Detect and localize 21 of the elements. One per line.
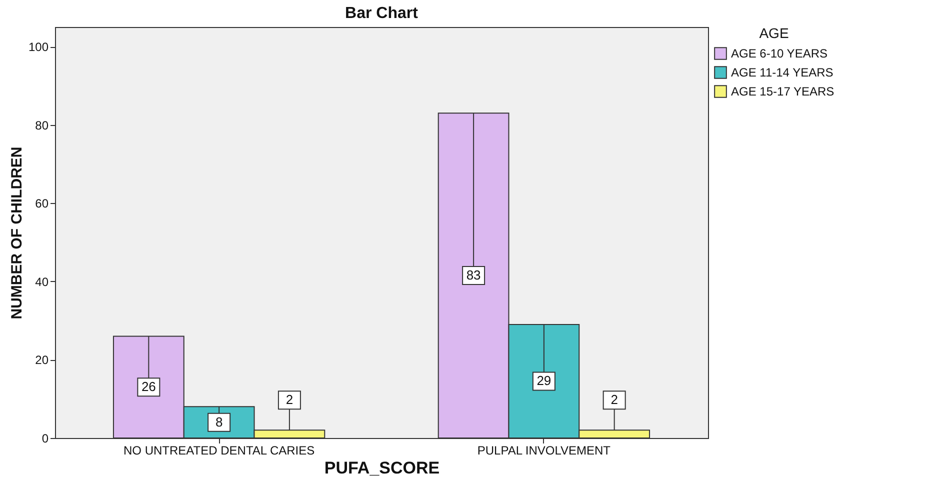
legend-title: AGE [759, 25, 789, 41]
y-tick-label: 20 [35, 353, 49, 368]
x-tick-label: PULPAL INVOLVEMENT [477, 444, 612, 458]
x-tick-label: NO UNTREATED DENTAL CARIES [123, 444, 315, 458]
chart-title: Bar Chart [345, 5, 419, 22]
y-axis-title: NUMBER OF CHILDREN [8, 146, 26, 320]
legend-label: AGE 11-14 YEARS [731, 66, 834, 80]
y-tick-label: 60 [35, 196, 49, 211]
data-label: 2 [286, 392, 294, 408]
y-tick-label: 100 [28, 40, 49, 54]
data-label: 8 [215, 414, 223, 430]
data-label: 83 [466, 268, 481, 283]
y-tick-label: 0 [42, 432, 49, 446]
y-tick-label: 80 [35, 118, 49, 132]
legend-label: AGE 6-10 YEARS [731, 46, 828, 60]
data-label: 29 [536, 373, 552, 388]
y-tick-label: 40 [35, 274, 49, 289]
legend-label: AGE 15-17 YEARS [731, 84, 834, 98]
data-label: 2 [610, 392, 618, 408]
data-label: 26 [141, 379, 156, 394]
x-axis-title: PUFA_SCORE [324, 458, 440, 478]
